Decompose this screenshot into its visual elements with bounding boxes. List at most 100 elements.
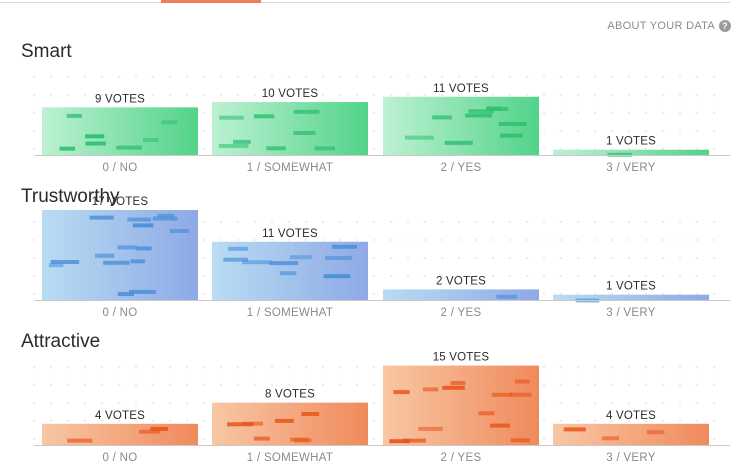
grid-dot bbox=[508, 238, 512, 242]
vote-stripe bbox=[48, 263, 64, 268]
grid-dot bbox=[644, 365, 648, 369]
grid-dot bbox=[593, 274, 597, 278]
grid-dot bbox=[304, 75, 308, 79]
grid-dot bbox=[117, 401, 121, 405]
grid-dot bbox=[49, 93, 53, 97]
grid-dot bbox=[100, 419, 104, 423]
grid-dot bbox=[168, 419, 172, 423]
grid-dot bbox=[83, 93, 87, 97]
grid-dot bbox=[253, 75, 257, 79]
vote-stripe bbox=[279, 271, 297, 276]
bar[interactable] bbox=[553, 294, 709, 300]
grid-dot bbox=[321, 238, 325, 242]
grid-dot bbox=[712, 401, 716, 405]
active-tab-indicator bbox=[161, 0, 261, 3]
bar[interactable] bbox=[383, 365, 539, 445]
grid-dot bbox=[712, 383, 716, 387]
grid-dot bbox=[644, 238, 648, 242]
grid-dot bbox=[508, 93, 512, 97]
grid-dot bbox=[593, 419, 597, 423]
grid-dot bbox=[576, 401, 580, 405]
vote-stripe bbox=[233, 139, 251, 144]
grid-dot bbox=[202, 292, 206, 296]
grid-dot bbox=[202, 383, 206, 387]
grid-dot bbox=[525, 256, 529, 260]
grid-dot bbox=[32, 401, 36, 405]
grid-dot bbox=[525, 238, 529, 242]
grid-dot bbox=[372, 383, 376, 387]
grid-dot bbox=[134, 401, 138, 405]
grid-dot bbox=[185, 401, 189, 405]
grid-dot bbox=[423, 238, 427, 242]
grid-dot bbox=[542, 75, 546, 79]
grid-dot bbox=[508, 75, 512, 79]
about-your-data-link[interactable]: ABOUT YOUR DATA ? bbox=[607, 20, 731, 32]
grid-dot bbox=[593, 383, 597, 387]
vote-stripe bbox=[465, 113, 493, 118]
grid-dot bbox=[559, 129, 563, 133]
grid-dot bbox=[576, 111, 580, 115]
grid-dot bbox=[712, 292, 716, 296]
grid-dot bbox=[644, 220, 648, 224]
vote-stripe bbox=[418, 426, 443, 431]
grid-dot bbox=[542, 93, 546, 97]
grid-dot bbox=[695, 383, 699, 387]
bar[interactable] bbox=[42, 423, 198, 445]
bar[interactable] bbox=[42, 210, 198, 300]
grid-dot bbox=[627, 365, 631, 369]
vote-stripe bbox=[127, 217, 151, 222]
bar[interactable] bbox=[553, 423, 709, 445]
grid-dot bbox=[236, 75, 240, 79]
grid-dot bbox=[440, 274, 444, 278]
grid-dot bbox=[559, 111, 563, 115]
grid-dot bbox=[236, 238, 240, 242]
grid-dot bbox=[372, 129, 376, 133]
vote-stripe bbox=[152, 216, 178, 221]
grid-dot bbox=[270, 365, 274, 369]
grid-dot bbox=[576, 75, 580, 79]
grid-dot bbox=[372, 220, 376, 224]
vote-stripe bbox=[489, 423, 510, 428]
vote-stripe bbox=[496, 294, 518, 299]
bar[interactable] bbox=[553, 149, 709, 155]
grid-dot bbox=[66, 401, 70, 405]
grid-dot bbox=[134, 75, 138, 79]
grid-dot bbox=[542, 274, 546, 278]
grid-dot bbox=[32, 129, 36, 133]
grid-dot bbox=[202, 75, 206, 79]
grid-dot bbox=[610, 147, 614, 151]
grid-dot bbox=[32, 274, 36, 278]
grid-dot bbox=[423, 256, 427, 260]
grid-dot bbox=[287, 93, 291, 97]
grid-dot bbox=[372, 365, 376, 369]
bar[interactable] bbox=[212, 241, 368, 300]
grid-dot bbox=[66, 365, 70, 369]
grid-dot bbox=[695, 401, 699, 405]
grid-dot bbox=[491, 93, 495, 97]
grid-dot bbox=[474, 220, 478, 224]
grid-dot bbox=[185, 419, 189, 423]
grid-dot bbox=[593, 147, 597, 151]
grid-dot bbox=[559, 365, 563, 369]
vote-stripe bbox=[269, 261, 299, 266]
grid-dot bbox=[627, 238, 631, 242]
grid-dot bbox=[117, 75, 121, 79]
grid-dot bbox=[559, 401, 563, 405]
section-title: Trustworthy bbox=[21, 186, 120, 207]
bar-value-label: 11 VOTES bbox=[262, 228, 318, 240]
bar-value-label: 1 VOTES bbox=[606, 281, 656, 293]
vote-stripe bbox=[293, 109, 320, 114]
grid-dot bbox=[593, 238, 597, 242]
grid-dot bbox=[270, 238, 274, 242]
grid-dot bbox=[406, 238, 410, 242]
grid-dot bbox=[219, 93, 223, 97]
grid-dot bbox=[593, 365, 597, 369]
grid-dot bbox=[66, 75, 70, 79]
grid-dot bbox=[542, 238, 546, 242]
grid-dot bbox=[542, 111, 546, 115]
bar-value-label: 17 VOTES bbox=[92, 196, 149, 208]
grid-dot bbox=[32, 220, 36, 224]
grid-dot bbox=[661, 220, 665, 224]
bar[interactable] bbox=[383, 289, 539, 300]
vote-stripe bbox=[85, 134, 105, 139]
